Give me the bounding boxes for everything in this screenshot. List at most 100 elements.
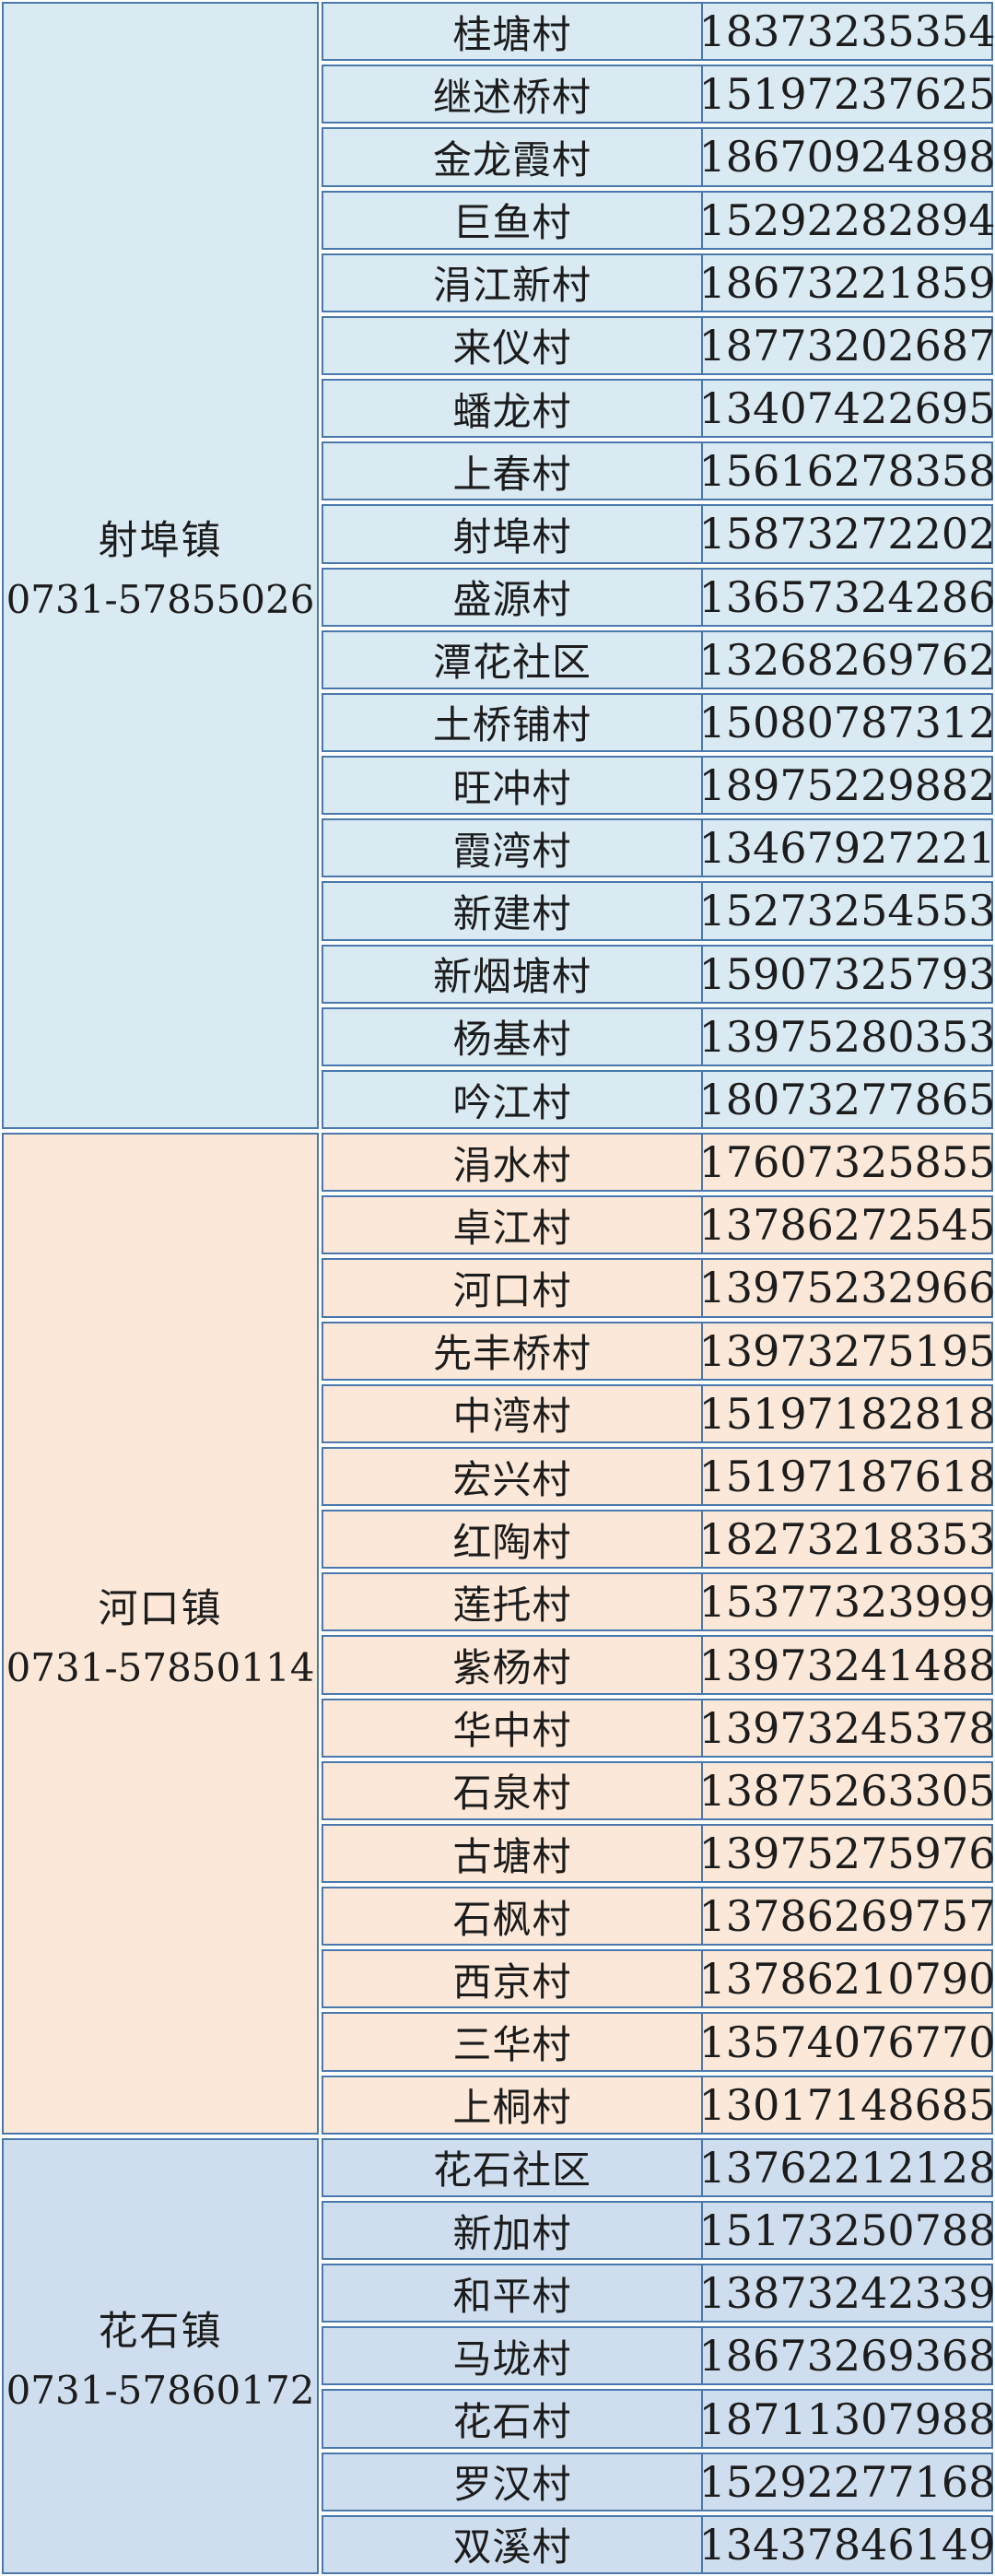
phone-number-cell: 13973275195 [699,1323,995,1379]
town-phone-number: 0731-57850114 [6,1644,315,1690]
phone-number-cell: 15292277168 [699,2453,995,2510]
table-row: 射埠村 15873272202 [322,504,995,564]
phone-number-cell: 18673269368 [699,2328,995,2384]
phone-number-cell: 15197182818 [699,1385,995,1441]
table-row: 宏兴村 15197187618 [322,1446,995,1507]
town-label-cell: 花石镇 0731-57860172 [2,2137,319,2574]
village-name-cell: 红陶村 [452,1519,572,1565]
phone-number-cell: 13975232966 [699,1260,995,1316]
town-label-cell: 射埠镇 0731-57855026 [2,2,319,1130]
table-row: 罗汉村 15292277168 [322,2452,995,2511]
town-name: 射埠镇 [98,518,223,565]
table-row: 红陶村 18273218353 [322,1510,995,1570]
phone-number-cell: 15273254553 [699,883,995,939]
village-name-cell: 宏兴村 [452,1456,572,1502]
phone-number-cell: 13786272545 [699,1197,995,1253]
phone-number-cell: 18073277865 [699,1071,995,1128]
village-rows: 花石社区 13762212128 新加村 15173250788 和平村 13873242… [322,2137,995,2574]
phone-number-cell: 13786269757 [699,1888,995,1945]
table-row: 华中村 13973245378 [322,1698,995,1758]
village-name-cell: 华中村 [452,1708,572,1754]
phone-number-cell: 13017148685 [699,2076,995,2133]
village-name-cell: 古塘村 [452,1833,572,1879]
table-row: 旺冲村 18975229882 [322,756,995,816]
village-name-cell: 蟠龙村 [452,388,572,434]
phone-number-cell: 13786210790 [699,1951,995,2007]
table-row: 巨鱼村 15292282894 [322,190,995,250]
village-name-cell: 花石社区 [432,2147,591,2194]
table-row: 三华村 13574076770 [322,2012,995,2072]
village-name-cell: 马垅村 [452,2335,572,2382]
table-row: 古塘村 13975275976 [322,1823,995,1884]
village-name-cell: 来仪村 [452,325,572,371]
village-name-cell: 卓江村 [452,1205,572,1251]
village-name-cell: 涓江新村 [432,263,591,309]
phone-number-cell: 15292282894 [699,192,995,248]
table-row: 继述桥村 15197237625 [322,65,995,124]
table-row: 霞湾村 13467927221 [322,818,995,878]
table-row: 卓江村 13786272545 [322,1195,995,1255]
table-row: 杨基村 13975280353 [322,1006,995,1066]
phone-number-cell: 15907325793 [699,946,995,1002]
village-rows: 桂塘村 18373235354 继述桥村 15197237625 金龙霞村 1867092… [322,2,995,1130]
phone-number-cell: 15173250788 [699,2202,995,2259]
village-name-cell: 土桥铺村 [432,702,591,748]
town-phone-number: 0731-57860172 [6,2367,315,2413]
town-section: 射埠镇 0731-57855026 桂塘村 18373235354 继述桥村 151972… [2,2,995,1130]
village-name-cell: 霞湾村 [452,828,572,874]
village-name-cell: 涓水村 [452,1142,572,1188]
village-name-cell: 新烟塘村 [432,954,591,1000]
phone-number-cell: 15873272202 [699,506,995,562]
phone-number-cell: 18673221859 [699,254,995,311]
phone-number-cell: 18711307988 [699,2391,995,2447]
table-row: 西京村 13786210790 [322,1949,995,2009]
table-row: 潭花社区 13268269762 [322,629,995,689]
phone-number-cell: 13407422695 [699,381,995,437]
table-row: 土桥铺村 15080787312 [322,692,995,753]
village-name-cell: 旺冲村 [452,765,572,811]
table-row: 新建村 15273254553 [322,881,995,941]
village-name-cell: 继述桥村 [432,74,591,120]
table-row: 石枫村 13786269757 [322,1887,995,1947]
village-rows: 涓水村 17607325855 卓江村 13786272545 河口村 139752329… [322,1133,995,2135]
table-row: 先丰桥村 13973275195 [322,1321,995,1381]
village-name-cell: 新加村 [452,2210,572,2256]
table-row: 花石村 18711307988 [322,2389,995,2449]
table-row: 桂塘村 18373235354 [322,2,995,62]
village-name-cell: 石枫村 [452,1896,572,1942]
village-name-cell: 杨基村 [452,1017,572,1063]
table-row: 中湾村 15197182818 [322,1383,995,1443]
town-phone-number: 0731-57855026 [6,577,315,623]
town-name: 河口镇 [98,1585,223,1632]
phone-number-cell: 18670924898 [699,129,995,185]
village-name-cell: 新建村 [452,891,572,936]
village-name-cell: 桂塘村 [452,11,572,57]
village-name-cell: 盛源村 [452,577,572,623]
phone-number-cell: 13975280353 [699,1008,995,1065]
village-name-cell: 双溪村 [452,2524,572,2570]
village-name-cell: 金龙霞村 [432,136,591,182]
table-row: 涓水村 17607325855 [322,1133,995,1193]
table-row: 新加村 15173250788 [322,2200,995,2261]
phone-number-cell: 13875263305 [699,1762,995,1818]
phone-number-cell: 13437846149 [699,2516,995,2572]
phone-number-cell: 13973245378 [699,1700,995,1756]
table-row: 马垅村 18673269368 [322,2326,995,2386]
town-label-cell: 河口镇 0731-57850114 [2,1133,319,2135]
phone-number-cell: 15616278358 [699,443,995,500]
table-row: 金龙霞村 18670924898 [322,127,995,187]
phone-number-cell: 15197187618 [699,1448,995,1505]
village-name-cell: 上桐村 [452,2085,572,2131]
table-row: 盛源村 13657324286 [322,567,995,627]
phone-number-cell: 13268269762 [699,631,995,688]
village-name-cell: 紫杨村 [452,1645,572,1691]
town-section: 河口镇 0731-57850114 涓水村 17607325855 卓江村 1378627… [2,1133,995,2135]
phone-number-cell: 13657324286 [699,569,995,625]
table-row: 紫杨村 13973241488 [322,1635,995,1695]
phone-number-cell: 18773202687 [699,317,995,374]
village-name-cell: 吟江村 [452,1079,572,1125]
table-row: 上桐村 13017148685 [322,2075,995,2135]
table-row: 石泉村 13875263305 [322,1760,995,1820]
village-name-cell: 先丰桥村 [432,1331,591,1377]
